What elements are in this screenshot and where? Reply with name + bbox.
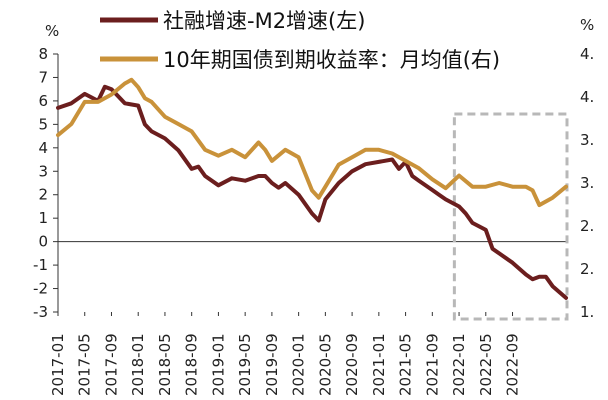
series-line-10y-bond-yield	[56, 77, 568, 208]
left-tick-label: 2	[38, 186, 48, 204]
left-tick-label: 4	[38, 139, 48, 157]
left-tick-label: -2	[33, 280, 48, 298]
left-tick-label: 7	[38, 68, 48, 86]
x-tick-label: 2021-09	[423, 333, 441, 396]
left-tick-label: 3	[38, 162, 48, 180]
x-tick-label: 2017-09	[102, 333, 120, 396]
right-tick-label: 4.	[580, 45, 594, 63]
x-tick-label: 2021-01	[370, 333, 388, 396]
left-tick-label: -3	[33, 303, 48, 321]
x-tick-label: 2020-01	[290, 333, 308, 396]
right-axis-unit: %	[580, 16, 594, 34]
left-tick-label: 1	[38, 209, 48, 227]
x-tick-label: 2018-01	[129, 333, 147, 396]
x-tick-label: 2020-05	[316, 333, 334, 396]
legend-label-10y-bond-yield: 10年期国债到期收益率：月均值(右)	[163, 48, 500, 72]
legend-label-social-financing-m2: 社融增速-M2增速(左)	[163, 9, 365, 33]
right-tick-label: 3.	[580, 174, 594, 192]
right-tick-label: 1.	[580, 303, 594, 321]
x-tick-label: 2022-05	[477, 333, 495, 396]
x-tick-label: 2021-05	[397, 333, 415, 396]
left-axis-unit: %	[45, 22, 59, 40]
left-tick-label: 0	[38, 233, 48, 251]
x-tick-label: 2017-05	[76, 333, 94, 396]
x-tick-label: 2019-01	[209, 333, 227, 396]
right-tick-label: 4.	[580, 88, 594, 106]
series-line-social-financing-m2	[56, 84, 568, 300]
x-tick-label: 2017-01	[49, 333, 67, 396]
x-tick-label: 2020-09	[343, 333, 361, 396]
right-tick-label: 2.	[580, 217, 594, 235]
right-tick-label: 3.	[580, 131, 594, 149]
x-tick-label: 2018-05	[156, 333, 174, 396]
x-tick-label: 2022-09	[504, 333, 522, 396]
right-tick-label: 2.	[580, 260, 594, 278]
x-tick-label: 2019-05	[236, 333, 254, 396]
legend: 社融增速-M2增速(左) 10年期国债到期收益率：月均值(右)	[100, 9, 500, 72]
left-tick-label: 5	[38, 115, 48, 133]
plot-area: 8 7 6 5 4 3 2 1 0 -1 -2 -3 4. 4. 3. 3. 2. 2. 1. 2017-01 2017…	[33, 45, 594, 396]
x-tick-label: 2022-01	[450, 333, 468, 396]
left-tick-label: 6	[38, 92, 48, 110]
highlight-box	[452, 112, 569, 321]
x-tick-label: 2019-09	[263, 333, 281, 396]
x-tick-label: 2018-09	[183, 333, 201, 396]
left-tick-label: -1	[33, 256, 48, 274]
left-tick-label: 8	[38, 45, 48, 63]
